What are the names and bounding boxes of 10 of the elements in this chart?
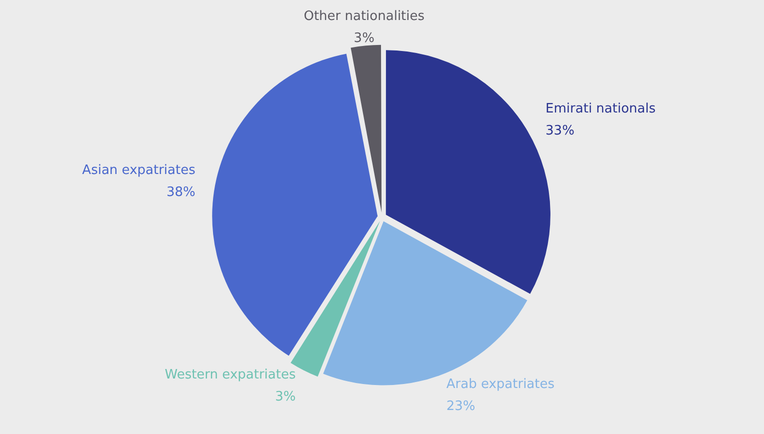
- data-label: 23%: [446, 399, 476, 414]
- slice-label: Emirati nationals: [546, 102, 656, 117]
- slice-label: Asian expatriates: [82, 162, 196, 178]
- data-label: 38%: [166, 184, 196, 200]
- data-label: 3%: [354, 31, 374, 46]
- slice-label: Other nationalities: [304, 9, 425, 24]
- data-label: 33%: [546, 124, 574, 139]
- data-label: 3%: [275, 390, 296, 405]
- slice-label: Western expatriates: [164, 368, 296, 383]
- slice-label: Arab expatriates: [446, 377, 555, 392]
